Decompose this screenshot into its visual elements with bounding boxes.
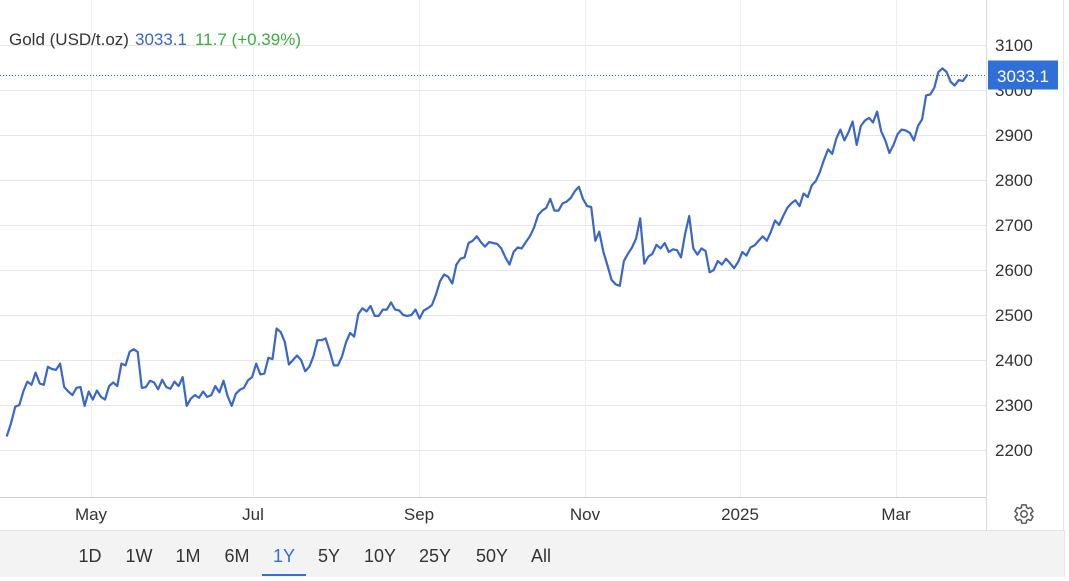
gear-icon[interactable] xyxy=(1013,503,1035,525)
chart-legend: Gold (USD/t.oz) 3033.1 11.7 (+0.39%) xyxy=(9,30,301,50)
y-tick-label: 2300 xyxy=(995,396,1033,415)
time-range-selector: 1D 1W 1M 6M 1Y 5Y 10Y 25Y 50Y All xyxy=(0,530,1065,577)
current-price: 3033.1 xyxy=(134,30,187,49)
y-tick-label: 2200 xyxy=(995,441,1033,460)
y-tick-label: 2700 xyxy=(995,216,1033,235)
last-price-marker: 3033.1 xyxy=(0,60,1058,90)
x-tick-label: Mar xyxy=(881,505,911,524)
y-tick-label: 2900 xyxy=(995,126,1033,145)
y-tick-label: 3100 xyxy=(995,36,1033,55)
y-tick-label: 2600 xyxy=(995,261,1033,280)
range-button-1y[interactable]: 1Y xyxy=(262,531,306,576)
price-change: 11.7 (+0.39%) xyxy=(194,30,301,49)
grid-lines xyxy=(0,0,986,497)
range-button-1m[interactable]: 1M xyxy=(175,546,201,566)
price-chart: 2200230024002500260027002800290030003100… xyxy=(0,0,1064,530)
series-line-gold xyxy=(5,67,969,437)
x-tick-label: May xyxy=(75,505,108,524)
x-tick-label: Nov xyxy=(570,505,601,524)
range-button-5y[interactable]: 5Y xyxy=(317,546,341,566)
instrument-name: Gold (USD/t.oz) xyxy=(9,30,129,49)
price-tag-box xyxy=(988,60,1058,90)
range-button-25y[interactable]: 25Y xyxy=(418,546,452,566)
y-tick-label: 2500 xyxy=(995,306,1033,325)
x-tick-label: 2025 xyxy=(721,505,759,524)
series-layer xyxy=(5,67,969,437)
x-tick-label: Jul xyxy=(242,505,264,524)
range-button-1w[interactable]: 1W xyxy=(125,546,153,566)
range-button-1d[interactable]: 1D xyxy=(78,546,102,566)
range-button-all[interactable]: All xyxy=(530,546,551,566)
y-tick-label: 2800 xyxy=(995,171,1033,190)
axis-ticks: 2200230024002500260027002800290030003100… xyxy=(75,36,1033,524)
range-button-50y[interactable]: 50Y xyxy=(475,546,509,566)
x-tick-label: Sep xyxy=(404,505,434,524)
y-tick-label: 2400 xyxy=(995,351,1033,370)
range-button-10y[interactable]: 10Y xyxy=(363,546,397,566)
price-tag-label: 3033.1 xyxy=(997,67,1049,86)
range-button-6m[interactable]: 6M xyxy=(224,546,250,566)
